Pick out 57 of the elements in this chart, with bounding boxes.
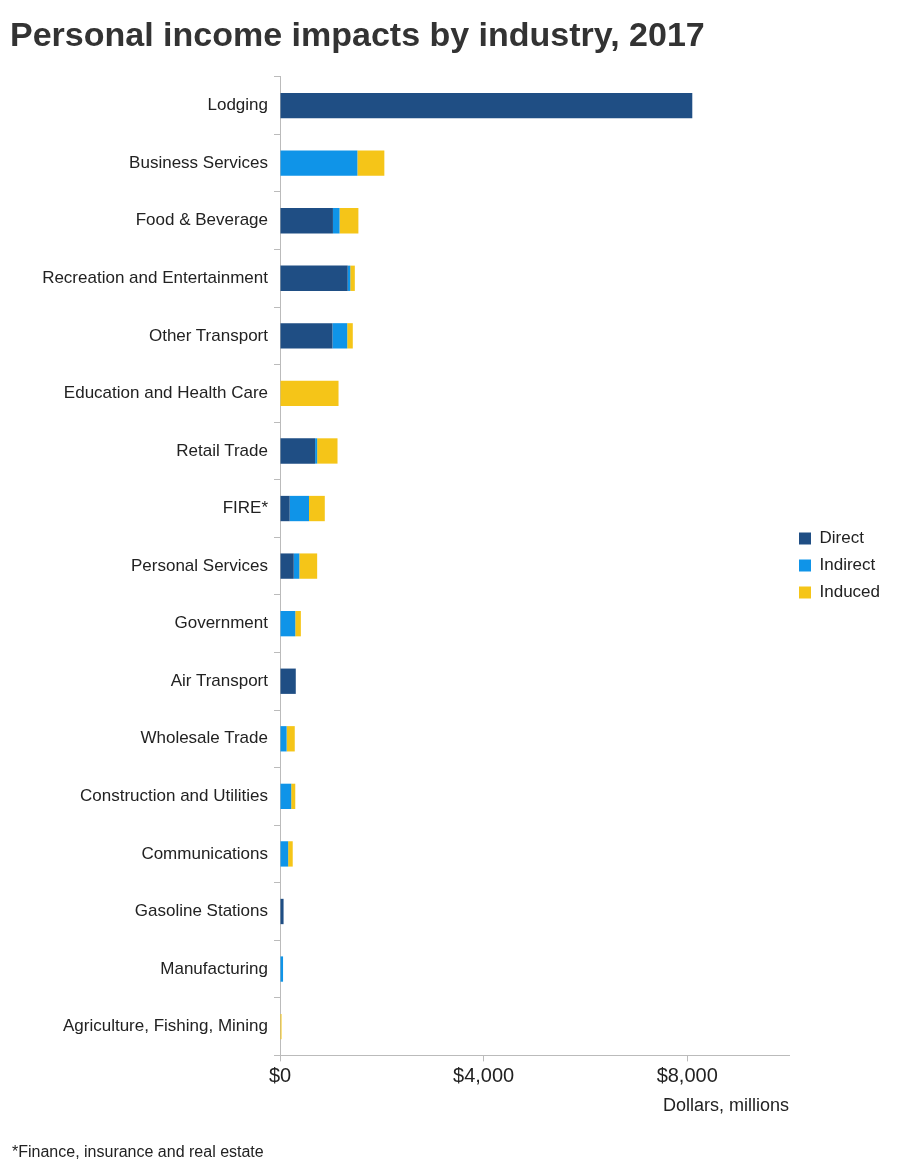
bar — [280, 898, 284, 925]
chart-title: Personal income impacts by industry, 2017 — [10, 14, 705, 53]
bar — [315, 438, 318, 464]
bar — [280, 783, 292, 810]
bar — [280, 265, 348, 291]
y-tick-label: Agriculture, Fishing, Mining — [62, 1016, 268, 1036]
bar — [289, 495, 310, 522]
legend-label: Induced — [819, 582, 880, 602]
bar — [280, 208, 333, 234]
text: *Finance, insurance and real estate — [12, 1143, 264, 1160]
legend-label: Indirect — [819, 555, 876, 575]
bar — [280, 553, 294, 579]
y-tick-label: Wholesale Trade — [140, 728, 268, 748]
legend-label: Direct — [819, 528, 865, 548]
y-tick-label: Business Services — [129, 152, 268, 172]
bar — [309, 495, 325, 522]
y-tick-label: Lodging — [207, 95, 268, 115]
y-tick-label: Gasoline Stations — [134, 901, 268, 921]
bar — [280, 495, 290, 522]
bar — [280, 150, 358, 176]
y-tick-label: Other Transport — [148, 325, 269, 345]
y-tick-label: Communications — [141, 843, 268, 863]
x-tick-label: $0 — [268, 1063, 292, 1086]
bar — [280, 380, 339, 407]
y-tick-label: FIRE* — [222, 498, 269, 518]
y-tick-label: Government — [174, 613, 269, 633]
y-tick-label: Education and Health Care — [63, 383, 268, 403]
y-tick-label: Construction and Utilities — [79, 786, 268, 806]
bar — [357, 150, 385, 176]
y-tick-label: Air Transport — [170, 670, 269, 690]
x-tick-label: $8,000 — [656, 1063, 718, 1086]
y-tick-label: Food & Beverage — [135, 210, 268, 230]
bar — [299, 553, 318, 579]
bar — [286, 726, 295, 752]
bar — [288, 841, 293, 867]
bar — [280, 841, 289, 867]
bar — [280, 726, 287, 752]
x-axis-title: Dollars, millions — [662, 1095, 789, 1116]
bar — [280, 611, 296, 637]
y-tick-label: Retail Trade — [176, 440, 268, 460]
bar — [280, 92, 693, 119]
bar — [293, 553, 300, 579]
y-tick-label: Manufacturing — [160, 958, 268, 978]
bar — [350, 265, 355, 291]
x-tick-label: $4,000 — [453, 1063, 515, 1086]
bar — [332, 323, 348, 349]
bar — [317, 438, 338, 464]
y-tick-label: Personal Services — [130, 555, 268, 575]
bar — [280, 323, 333, 349]
bar — [339, 208, 359, 234]
bar — [280, 668, 296, 694]
bar — [295, 611, 301, 637]
bar — [332, 208, 340, 234]
bar — [347, 323, 353, 349]
bar — [291, 783, 296, 810]
bar — [280, 438, 316, 464]
y-tick-label: Recreation and Entertainment — [42, 267, 269, 287]
